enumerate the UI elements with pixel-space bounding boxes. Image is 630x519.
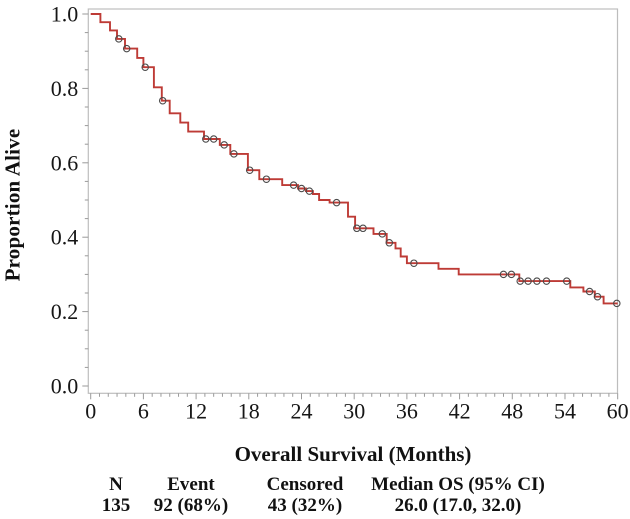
- censor-mark-icon: [141, 63, 149, 71]
- censor-mark-icon: [507, 270, 516, 279]
- y-axis-title: Proportion Alive: [0, 128, 25, 282]
- censor-mark-icon: [332, 198, 341, 207]
- summary-col-event: Event 92 (68%): [154, 474, 228, 516]
- censor-mark-icon: [122, 44, 131, 53]
- x-tick-label: 18: [238, 398, 260, 423]
- x-tick-label: 48: [501, 398, 523, 423]
- y-tick-label: 0.4: [51, 225, 79, 250]
- censor-mark-icon: [115, 35, 123, 43]
- y-tick-label: 0.0: [51, 374, 79, 399]
- censor-mark-icon: [158, 96, 167, 105]
- summary-header-censored: Censored: [266, 474, 344, 495]
- axis-ticks: [82, 13, 619, 400]
- plot-frame: [87, 8, 619, 394]
- censor-mark-icon: [516, 277, 524, 285]
- x-tick-label: 60: [607, 398, 629, 423]
- x-tick-label: 12: [185, 398, 207, 423]
- x-tick-label: 42: [449, 398, 471, 423]
- censor-mark-icon: [542, 277, 551, 285]
- censor-mark-icon: [359, 224, 367, 233]
- y-tick-label: 1.0: [51, 2, 79, 27]
- summary-value-censored: 43 (32%): [267, 495, 343, 516]
- censor-mark-icon: [262, 175, 271, 183]
- x-tick-label: 24: [290, 398, 312, 423]
- axis-tick-labels: 0 6 12 18 24 30 36 42 48 54 60 0.0 0.2 0.4 0.6 0.8 1.0: [51, 2, 629, 424]
- x-tick-label: 30: [343, 398, 365, 423]
- censor-mark-icon: [585, 287, 594, 296]
- summary-header-median-os: Median OS (95% CI): [371, 474, 545, 495]
- x-axis-title: Overall Survival (Months): [234, 442, 472, 466]
- summary-col-median-os: Median OS (95% CI) 26.0 (17.0, 32.0): [371, 474, 545, 516]
- censor-mark-icon: [297, 184, 306, 193]
- summary-value-event: 92 (68%): [153, 495, 229, 516]
- censor-mark-icon: [245, 166, 254, 174]
- censor-mark-icon: [385, 239, 394, 247]
- censor-mark-icon: [202, 135, 210, 143]
- censor-mark-icon: [533, 277, 541, 285]
- x-tick-label: 36: [396, 398, 418, 423]
- censor-mark-icon: [220, 141, 228, 149]
- censor-mark-icon: [524, 277, 532, 285]
- summary-col-censored: Censored 43 (32%): [267, 474, 344, 516]
- y-tick-label: 0.6: [51, 150, 79, 175]
- censor-mark-icon: [613, 299, 621, 308]
- y-tick-label: 0.2: [51, 299, 79, 324]
- censor-mark-icon: [499, 270, 508, 279]
- censor-mark-icon: [378, 230, 387, 238]
- summary-header-n: N: [109, 474, 123, 495]
- censor-mark-icon: [289, 181, 298, 189]
- survival-step-curve: [90, 13, 618, 305]
- censor-mark-icon: [410, 259, 418, 267]
- x-tick-label: 6: [138, 398, 149, 423]
- censor-mark-icon: [562, 277, 571, 285]
- censor-marks: [115, 35, 621, 308]
- censor-mark-icon: [209, 135, 218, 143]
- summary-header-event: Event: [167, 474, 215, 495]
- censor-mark-icon: [305, 187, 314, 195]
- censor-mark-icon: [230, 150, 238, 158]
- x-tick-label: 0: [85, 398, 96, 423]
- censor-mark-icon: [593, 292, 602, 301]
- summary-value-n: 135: [101, 495, 131, 516]
- summary-col-n: N 135: [102, 474, 131, 516]
- summary-table: N 135 Event 92 (68%) Censored 43 (32%) M…: [0, 474, 630, 519]
- y-tick-label: 0.8: [51, 76, 79, 101]
- summary-value-median-os: 26.0 (17.0, 32.0): [394, 495, 522, 516]
- x-tick-label: 54: [554, 398, 576, 423]
